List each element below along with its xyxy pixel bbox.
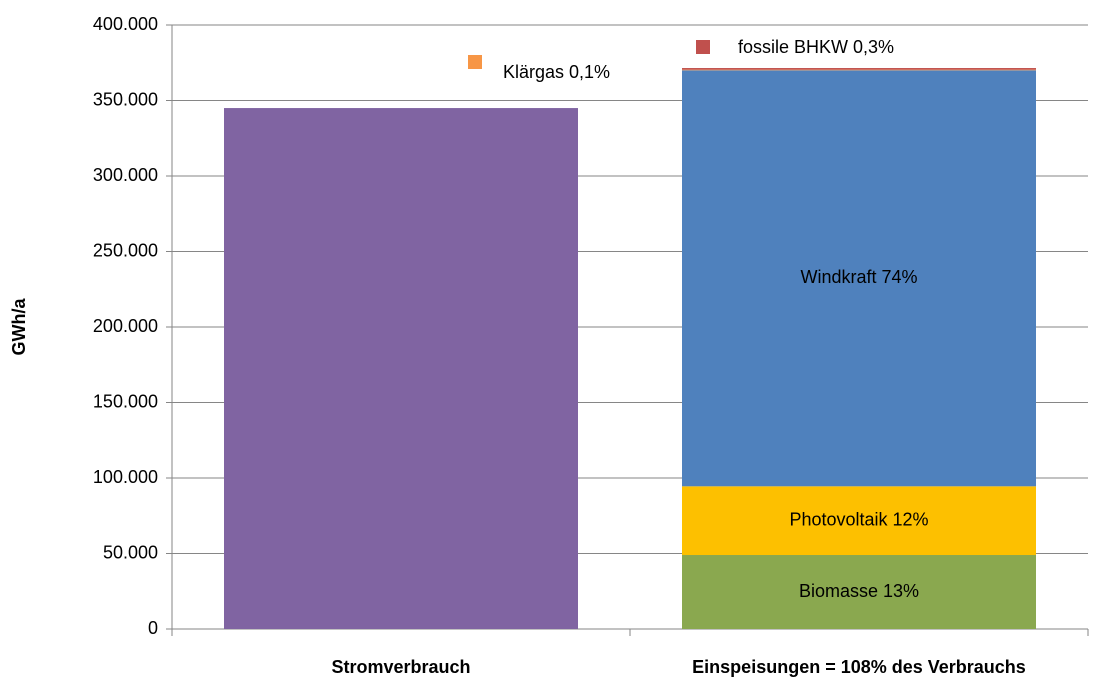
bar-segment [682, 555, 1036, 629]
x-tick-label: Einspeisungen = 108% des Verbrauchs [692, 657, 1026, 677]
data-label: Klärgas 0,1% [503, 62, 610, 82]
x-tick-label: Stromverbrauch [331, 657, 470, 677]
data-label: Photovoltaik 12% [789, 509, 928, 529]
y-tick-label: 350.000 [93, 89, 158, 109]
bar-segment [682, 69, 1036, 71]
y-tick-label: 300.000 [93, 165, 158, 185]
bar-segment [682, 486, 1036, 556]
y-tick-label: 0 [148, 618, 158, 638]
label-marker [468, 55, 482, 69]
y-axis-label: GWh/a [9, 298, 29, 356]
data-label: Biomasse 13% [799, 581, 919, 601]
y-tick-label: 150.000 [93, 391, 158, 411]
y-tick-label: 50.000 [103, 542, 158, 562]
y-tick-label: 200.000 [93, 316, 158, 336]
data-label: Windkraft 74% [800, 267, 917, 287]
bar-segment [682, 70, 1036, 487]
y-tick-label: 250.000 [93, 240, 158, 260]
y-tick-label: 100.000 [93, 467, 158, 487]
bar-segment [224, 108, 578, 630]
bar-segment [682, 68, 1036, 70]
y-tick-label: 400.000 [93, 14, 158, 34]
label-marker [696, 40, 710, 54]
data-label: fossile BHKW 0,3% [738, 37, 894, 57]
